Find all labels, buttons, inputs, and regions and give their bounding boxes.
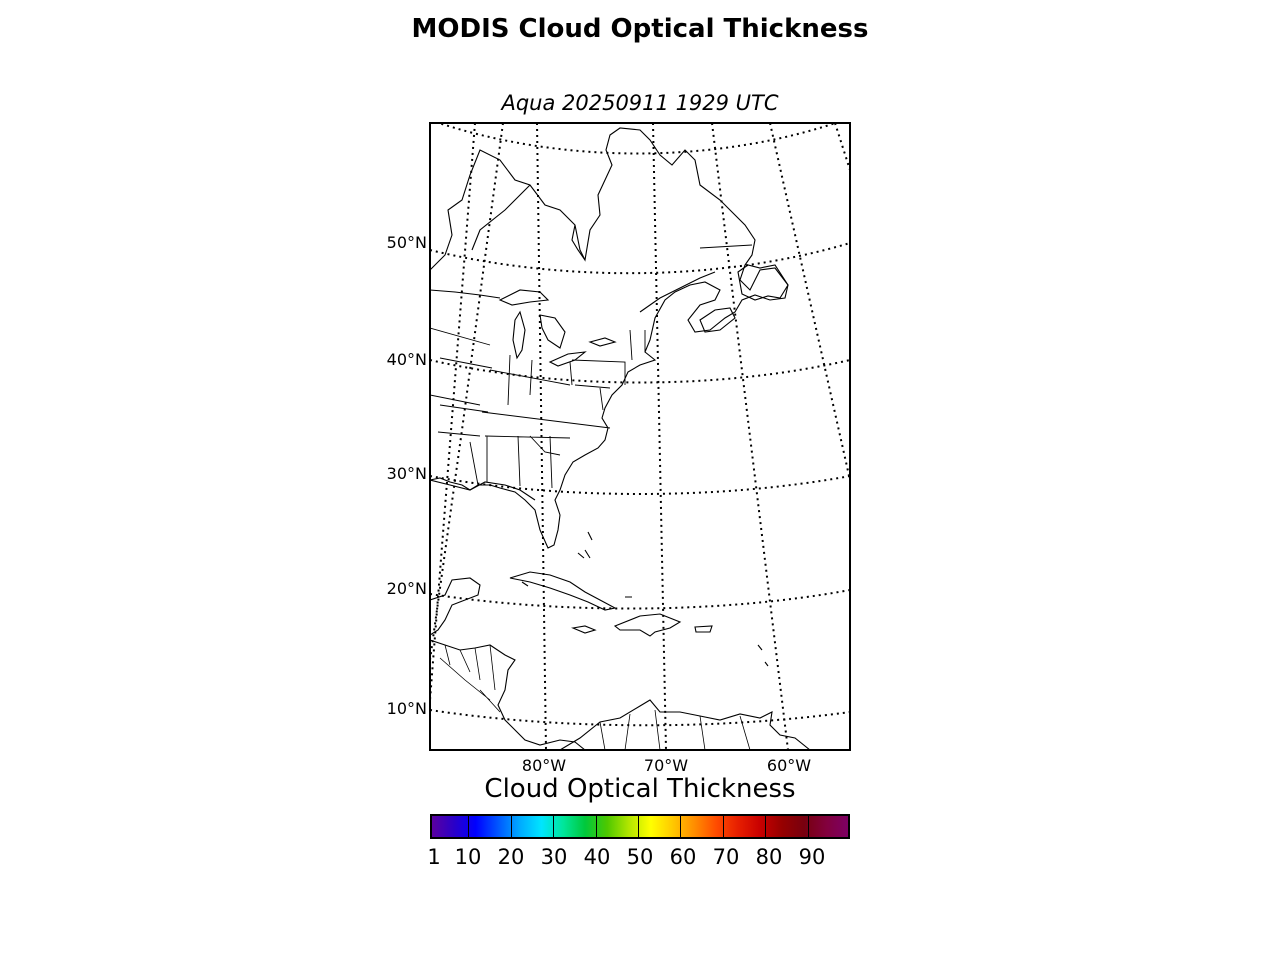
- gulf-coast: [430, 479, 536, 501]
- colorbar-tick-label: 60: [669, 845, 697, 869]
- parallel-10N: [430, 709, 850, 727]
- colorbar-divider: [765, 814, 767, 839]
- st-lawrence-river: [639, 271, 716, 313]
- james-bay: [571, 224, 586, 261]
- meridian-50W: [769, 123, 850, 481]
- colorbar-divider: [510, 814, 512, 839]
- parallel-40N: [430, 359, 850, 384]
- yucatan: [430, 577, 481, 636]
- colorbar-tick-label: 1: [427, 845, 441, 869]
- colorbar-tick-label: 40: [583, 845, 611, 869]
- colorbar-divider: [553, 814, 555, 839]
- lat-label-20: 20°N: [386, 579, 427, 598]
- lon-label-70: 70°W: [643, 756, 689, 775]
- colorbar-tick-label: 80: [755, 845, 783, 869]
- central-america-borders: [439, 644, 501, 713]
- coastline-canada-north: [430, 127, 789, 549]
- meridian-85W: [430, 123, 504, 661]
- colorbar-divider: [807, 814, 809, 839]
- colorbar-divider: [468, 814, 470, 839]
- nova-scotia: [699, 307, 736, 333]
- colorbar-divider: [638, 814, 639, 839]
- lat-label-10: 10°N: [386, 699, 427, 718]
- colorbar-tick-label: 70: [712, 845, 740, 869]
- labrador-coast: [699, 244, 753, 249]
- meridian-90W: [430, 123, 476, 701]
- colorbar-divider: [595, 814, 597, 839]
- colorbar-divider: [680, 814, 682, 839]
- lake-huron: [539, 314, 566, 349]
- lake-superior: [498, 289, 550, 306]
- colorbar: [430, 814, 850, 839]
- puerto-rico: [694, 625, 713, 633]
- colorbar-divider: [722, 814, 724, 839]
- figure-subtitle: Aqua 20250911 1929 UTC: [501, 91, 779, 115]
- lake-erie: [548, 351, 587, 367]
- colorbar-tick-label: 10: [454, 845, 482, 869]
- lesser-antilles: [757, 644, 769, 667]
- lon-label-80: 80°W: [521, 756, 567, 775]
- map-frame: [429, 122, 851, 751]
- parallel-20N: [430, 589, 850, 610]
- parallel-30N: [430, 475, 850, 495]
- lat-label-30: 30°N: [386, 464, 427, 483]
- lat-label-50: 50°N: [386, 233, 427, 252]
- lon-label-60: 60°W: [766, 756, 812, 775]
- newfoundland: [737, 264, 789, 301]
- colorbar-tick-label: 50: [626, 845, 654, 869]
- jamaica: [571, 625, 597, 634]
- colorbar-title: Cloud Optical Thickness: [484, 774, 796, 804]
- lake-michigan: [512, 310, 526, 360]
- colorbar-tick-label: 20: [497, 845, 525, 869]
- lake-ontario: [588, 337, 617, 347]
- south-america-borders: [599, 709, 751, 750]
- florida-keys-islands: [584, 531, 593, 559]
- lat-label-40: 40°N: [386, 350, 427, 369]
- bahamas: [521, 552, 632, 598]
- meridian-80W: [536, 123, 547, 750]
- figure-title: MODIS Cloud Optical Thickness: [411, 14, 869, 44]
- border-us-canada: [430, 289, 501, 299]
- meridian-45W: [834, 123, 850, 171]
- central-america: [430, 639, 586, 750]
- meridian-70W: [652, 123, 667, 750]
- hispaniola: [613, 613, 682, 637]
- hudson-bay-coast: [471, 184, 531, 251]
- graticule: [430, 123, 850, 750]
- cuba: [509, 571, 617, 611]
- colorbar-tick-label: 90: [798, 845, 826, 869]
- colorbar-tick-label: 30: [540, 845, 568, 869]
